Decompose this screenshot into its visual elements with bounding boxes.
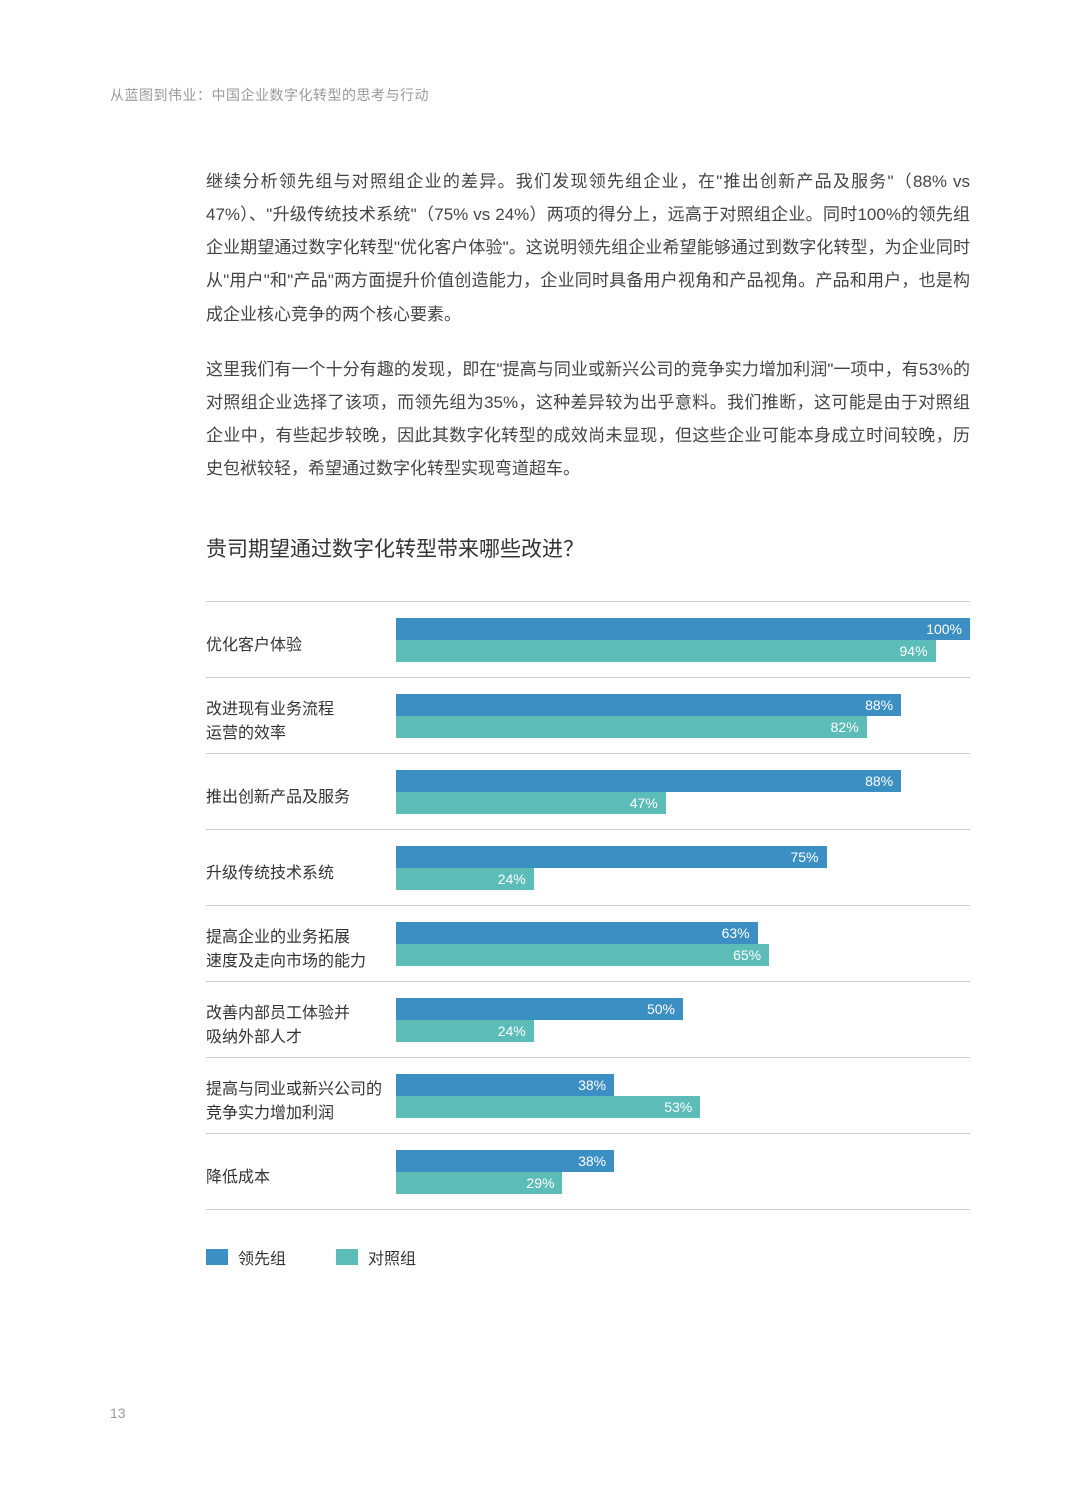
- legend-swatch: [206, 1249, 228, 1265]
- paragraph-2: 这里我们有一个十分有趣的发现，即在"提高与同业或新兴公司的竞争实力增加利润"一项…: [206, 353, 970, 486]
- bar: 50%: [396, 998, 683, 1020]
- bar: 65%: [396, 944, 769, 966]
- chart-row-bars: 75% 24%: [396, 830, 970, 905]
- bar-value-label: 47%: [630, 795, 658, 811]
- document-header: 从蓝图到伟业：中国企业数字化转型的思考与行动: [110, 85, 970, 105]
- chart-row-bars: 88% 47%: [396, 754, 970, 829]
- chart-row-bars: 88% 82%: [396, 678, 970, 753]
- bar-wrap: 50%: [396, 998, 970, 1020]
- chart-title: 贵司期望通过数字化转型带来哪些改进？: [206, 533, 970, 563]
- legend-item: 领先组: [206, 1245, 286, 1269]
- bar: 47%: [396, 792, 666, 814]
- bar-value-label: 75%: [790, 849, 818, 865]
- bar-value-label: 38%: [578, 1153, 606, 1169]
- chart-row-bars: 100% 94%: [396, 602, 970, 677]
- chart-row: 降低成本 38% 29%: [206, 1134, 970, 1210]
- chart-row-label: 提高企业的业务拓展速度及走向市场的能力: [206, 906, 396, 981]
- bar-wrap: 88%: [396, 694, 970, 716]
- chart-row-label: 改进现有业务流程运营的效率: [206, 678, 396, 753]
- bar-wrap: 100%: [396, 618, 970, 640]
- bar-wrap: 24%: [396, 1020, 970, 1042]
- bar: 63%: [396, 922, 758, 944]
- bar-value-label: 38%: [578, 1077, 606, 1093]
- bar-value-label: 100%: [926, 621, 962, 637]
- bar-wrap: 63%: [396, 922, 970, 944]
- bar: 94%: [396, 640, 936, 662]
- chart-row: 升级传统技术系统 75% 24%: [206, 830, 970, 906]
- chart-section: 贵司期望通过数字化转型带来哪些改进？ 优化客户体验 100% 94% 改进现有业务流程…: [206, 533, 970, 1269]
- bar: 75%: [396, 846, 827, 868]
- bar-value-label: 50%: [647, 1001, 675, 1017]
- legend-item: 对照组: [336, 1245, 416, 1269]
- chart-row-bars: 50% 24%: [396, 982, 970, 1057]
- chart-row-label: 升级传统技术系统: [206, 830, 396, 905]
- chart-row-label: 降低成本: [206, 1134, 396, 1209]
- legend-swatch: [336, 1249, 358, 1265]
- paragraph-1: 继续分析领先组与对照组企业的差异。我们发现领先组企业，在"推出创新产品及服务"（…: [206, 165, 970, 331]
- bar-wrap: 38%: [396, 1074, 970, 1096]
- bar-value-label: 65%: [733, 947, 761, 963]
- chart-row-bars: 38% 53%: [396, 1058, 970, 1133]
- bar-wrap: 88%: [396, 770, 970, 792]
- bar-wrap: 75%: [396, 846, 970, 868]
- bar-value-label: 53%: [664, 1099, 692, 1115]
- bar: 38%: [396, 1074, 614, 1096]
- bar-wrap: 24%: [396, 868, 970, 890]
- bar: 24%: [396, 868, 534, 890]
- bar-wrap: 82%: [396, 716, 970, 738]
- bar: 53%: [396, 1096, 700, 1118]
- content-block: 继续分析领先组与对照组企业的差异。我们发现领先组企业，在"推出创新产品及服务"（…: [206, 165, 970, 1269]
- bar-wrap: 94%: [396, 640, 970, 662]
- chart-row-bars: 63%65%: [396, 906, 970, 981]
- bar: 38%: [396, 1150, 614, 1172]
- bar-wrap: 53%: [396, 1096, 970, 1118]
- chart-row: 改进现有业务流程运营的效率 88% 82%: [206, 678, 970, 754]
- bar-value-label: 82%: [831, 719, 859, 735]
- chart-row-label: 推出创新产品及服务: [206, 754, 396, 829]
- chart-row: 推出创新产品及服务 88% 47%: [206, 754, 970, 830]
- bar-value-label: 88%: [865, 773, 893, 789]
- bar: 88%: [396, 694, 901, 716]
- bar-value-label: 88%: [865, 697, 893, 713]
- chart-row-bars: 38% 29%: [396, 1134, 970, 1209]
- bar-wrap: 65%: [396, 944, 970, 966]
- page-number: 13: [110, 1405, 126, 1421]
- bar-wrap: 47%: [396, 792, 970, 814]
- chart-row-label: 优化客户体验: [206, 602, 396, 677]
- chart-row: 改善内部员工体验并吸纳外部人才 50% 24%: [206, 982, 970, 1058]
- chart-row: 优化客户体验 100% 94%: [206, 602, 970, 678]
- legend-label: 对照组: [368, 1245, 416, 1269]
- bar: 82%: [396, 716, 867, 738]
- chart-row: 提高与同业或新兴公司的竞争实力增加利润 38% 53%: [206, 1058, 970, 1134]
- bar: 100%: [396, 618, 970, 640]
- bar: 24%: [396, 1020, 534, 1042]
- bar-value-label: 24%: [498, 871, 526, 887]
- legend-label: 领先组: [238, 1245, 286, 1269]
- chart-row-label: 提高与同业或新兴公司的竞争实力增加利润: [206, 1058, 396, 1133]
- bar-value-label: 63%: [722, 925, 750, 941]
- chart-row-label: 改善内部员工体验并吸纳外部人才: [206, 982, 396, 1057]
- bar: 88%: [396, 770, 901, 792]
- bar-wrap: 38%: [396, 1150, 970, 1172]
- bar-value-label: 24%: [498, 1023, 526, 1039]
- bar-value-label: 94%: [900, 643, 928, 659]
- bar-value-label: 29%: [526, 1175, 554, 1191]
- chart-rows: 优化客户体验 100% 94% 改进现有业务流程运营的效率 88% 82% 推出创新产品及服…: [206, 601, 970, 1210]
- bar: 29%: [396, 1172, 562, 1194]
- chart-legend: 领先组 对照组: [206, 1245, 970, 1269]
- bar-wrap: 29%: [396, 1172, 970, 1194]
- chart-row: 提高企业的业务拓展速度及走向市场的能力63%65%: [206, 906, 970, 982]
